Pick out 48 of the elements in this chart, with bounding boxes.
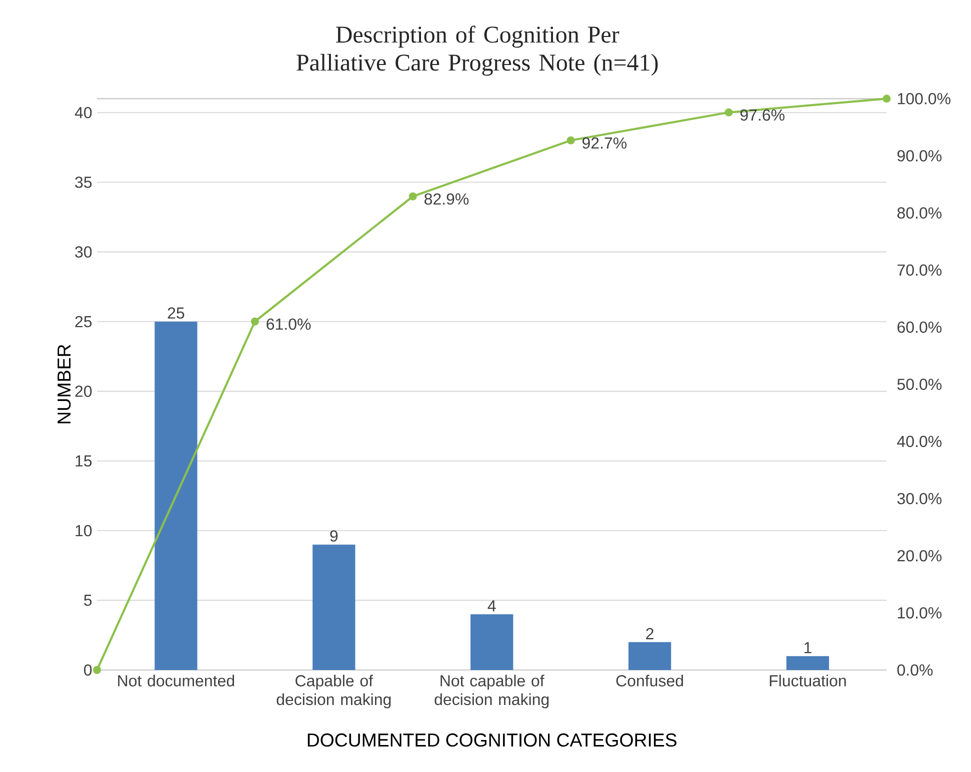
data-label: 1 — [804, 642, 812, 654]
x-tick-label: Not documented — [118, 674, 234, 686]
y2-tick-label: 20.0% — [898, 550, 942, 562]
bar — [312, 544, 356, 670]
y-tick-label: 35 — [75, 176, 92, 188]
data-label: 2 — [646, 628, 654, 640]
x-tick-label: Confused — [616, 674, 683, 686]
y2-tick-label: 90.0% — [897, 150, 942, 162]
x-tick-label: Not capable of decision making — [434, 674, 549, 708]
y-tick-label: 25 — [75, 316, 92, 328]
y-tick-label: 40 — [74, 106, 92, 118]
chart-title: Description of Cognition Per Palliative Care Progress Note (n=41) — [296, 26, 658, 76]
data-label: 25 — [168, 307, 184, 319]
point — [93, 666, 102, 674]
point — [724, 108, 733, 116]
y2-tick-label: 40.0% — [897, 436, 942, 448]
bar — [786, 656, 830, 670]
point — [566, 136, 575, 144]
y-tick-label: 15 — [76, 455, 92, 467]
y-tick-label: 0 — [84, 664, 92, 676]
point — [882, 94, 891, 103]
y2-tick-label: 60.0% — [898, 322, 942, 333]
y2-tick-label: 80.0% — [897, 207, 942, 219]
y2-tick-label: 10.0% — [898, 607, 942, 619]
point — [250, 317, 259, 326]
x-tick-label: Capable of decision making — [276, 674, 391, 708]
bar — [628, 642, 672, 670]
y-tick-label: 5 — [84, 594, 92, 606]
y2-tick-label: 30.0% — [897, 492, 942, 504]
x-axis-title: DOCUMENTED COGNITION CATEGORIES — [308, 733, 676, 747]
x-tick-label: Fluctuation — [770, 674, 846, 686]
data-label: 92.7% — [582, 137, 627, 149]
y-tick-label: 20 — [75, 386, 92, 397]
y-tick-label: 30 — [75, 246, 92, 258]
bar — [470, 614, 514, 670]
data-label: 82.9% — [424, 193, 469, 205]
bar — [154, 322, 198, 670]
y2-tick-label: 70.0% — [898, 264, 942, 276]
y2-tick-label: 100.0% — [898, 93, 950, 104]
y2-tick-label: 50.0% — [897, 378, 942, 390]
data-label: 9 — [330, 530, 338, 542]
point — [408, 192, 417, 200]
data-label: 97.6% — [740, 109, 784, 121]
data-label: 4 — [488, 600, 496, 612]
y-axis-title: NUMBER — [58, 344, 71, 424]
y2-tick-label: 0.0% — [897, 664, 933, 676]
y-tick-label: 10 — [76, 524, 92, 536]
data-label: 61.0% — [266, 318, 311, 330]
